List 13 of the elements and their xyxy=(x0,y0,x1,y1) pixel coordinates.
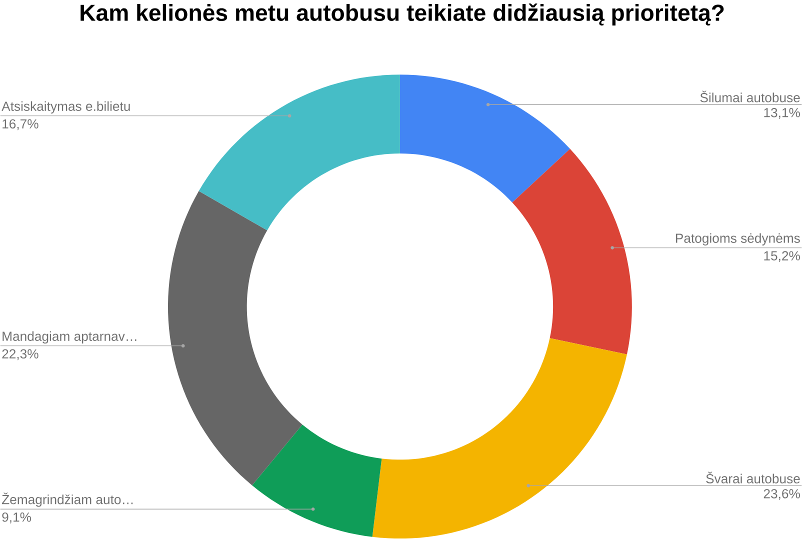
slice-label: Patogioms sėdynėms xyxy=(676,233,800,246)
data-label: 15,2% xyxy=(764,251,800,262)
data-label: 16,7% xyxy=(2,119,38,130)
slice-label: Šilumai autobuse xyxy=(700,90,800,103)
slice-label: Švarai autobuse xyxy=(706,472,800,484)
slice-label: Mandagiam aptarnav… xyxy=(2,332,136,344)
data-label: 23,6% xyxy=(764,489,800,500)
slice-label: Žemagrindžiam auto… xyxy=(2,492,133,508)
data-label: 13,1% xyxy=(764,108,800,120)
slice-label: Atsiskaitymas e.bilietu xyxy=(2,102,130,114)
chart-title: Kam kelionės metu autobusu teikiate didžiausią prioritetą? xyxy=(80,4,724,26)
data-label: 22,3% xyxy=(2,349,38,360)
data-label: 9,1% xyxy=(2,512,32,524)
